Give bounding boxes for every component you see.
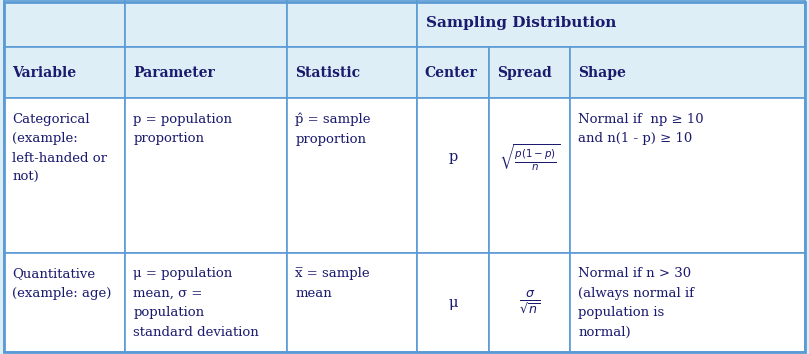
Text: Center: Center [425, 65, 477, 80]
Text: x̅ = sample
mean: x̅ = sample mean [295, 267, 370, 300]
FancyBboxPatch shape [417, 98, 489, 253]
FancyBboxPatch shape [4, 47, 125, 98]
Text: Quantitative
(example: age): Quantitative (example: age) [12, 267, 112, 300]
Text: Categorical
(example:
left-handed or
not): Categorical (example: left-handed or not… [12, 113, 107, 184]
FancyBboxPatch shape [4, 253, 125, 352]
FancyBboxPatch shape [489, 47, 570, 98]
Text: $\frac{\sigma}{\sqrt{n}}$: $\frac{\sigma}{\sqrt{n}}$ [519, 289, 540, 316]
Text: Statistic: Statistic [295, 65, 361, 80]
Text: μ = population
mean, σ =
population
standard deviation: μ = population mean, σ = population stan… [133, 267, 259, 339]
Text: Variable: Variable [12, 65, 76, 80]
FancyBboxPatch shape [417, 253, 489, 352]
FancyBboxPatch shape [417, 0, 805, 47]
FancyBboxPatch shape [287, 98, 417, 253]
FancyBboxPatch shape [570, 253, 805, 352]
FancyBboxPatch shape [287, 0, 417, 47]
FancyBboxPatch shape [570, 98, 805, 253]
FancyBboxPatch shape [125, 0, 287, 47]
Text: Spread: Spread [498, 65, 553, 80]
FancyBboxPatch shape [570, 47, 805, 98]
Text: μ: μ [448, 296, 458, 310]
Text: p̂ = sample
proportion: p̂ = sample proportion [295, 113, 371, 145]
FancyBboxPatch shape [417, 47, 489, 98]
FancyBboxPatch shape [4, 0, 125, 47]
Text: p: p [448, 150, 458, 164]
Text: p = population
proportion: p = population proportion [133, 113, 232, 145]
Text: Normal if  np ≥ 10
and n(1 - p) ≥ 10: Normal if np ≥ 10 and n(1 - p) ≥ 10 [578, 113, 704, 145]
FancyBboxPatch shape [125, 253, 287, 352]
Text: $\sqrt{\frac{p(1-p)}{n}}$: $\sqrt{\frac{p(1-p)}{n}}$ [499, 142, 561, 172]
Text: Parameter: Parameter [133, 65, 215, 80]
FancyBboxPatch shape [125, 47, 287, 98]
Text: Shape: Shape [578, 65, 626, 80]
FancyBboxPatch shape [489, 98, 570, 253]
FancyBboxPatch shape [4, 98, 125, 253]
FancyBboxPatch shape [287, 47, 417, 98]
FancyBboxPatch shape [287, 253, 417, 352]
FancyBboxPatch shape [125, 98, 287, 253]
Text: Sampling Distribution: Sampling Distribution [426, 16, 616, 30]
Text: Normal if n > 30
(always normal if
population is
normal): Normal if n > 30 (always normal if popul… [578, 267, 694, 339]
FancyBboxPatch shape [489, 253, 570, 352]
